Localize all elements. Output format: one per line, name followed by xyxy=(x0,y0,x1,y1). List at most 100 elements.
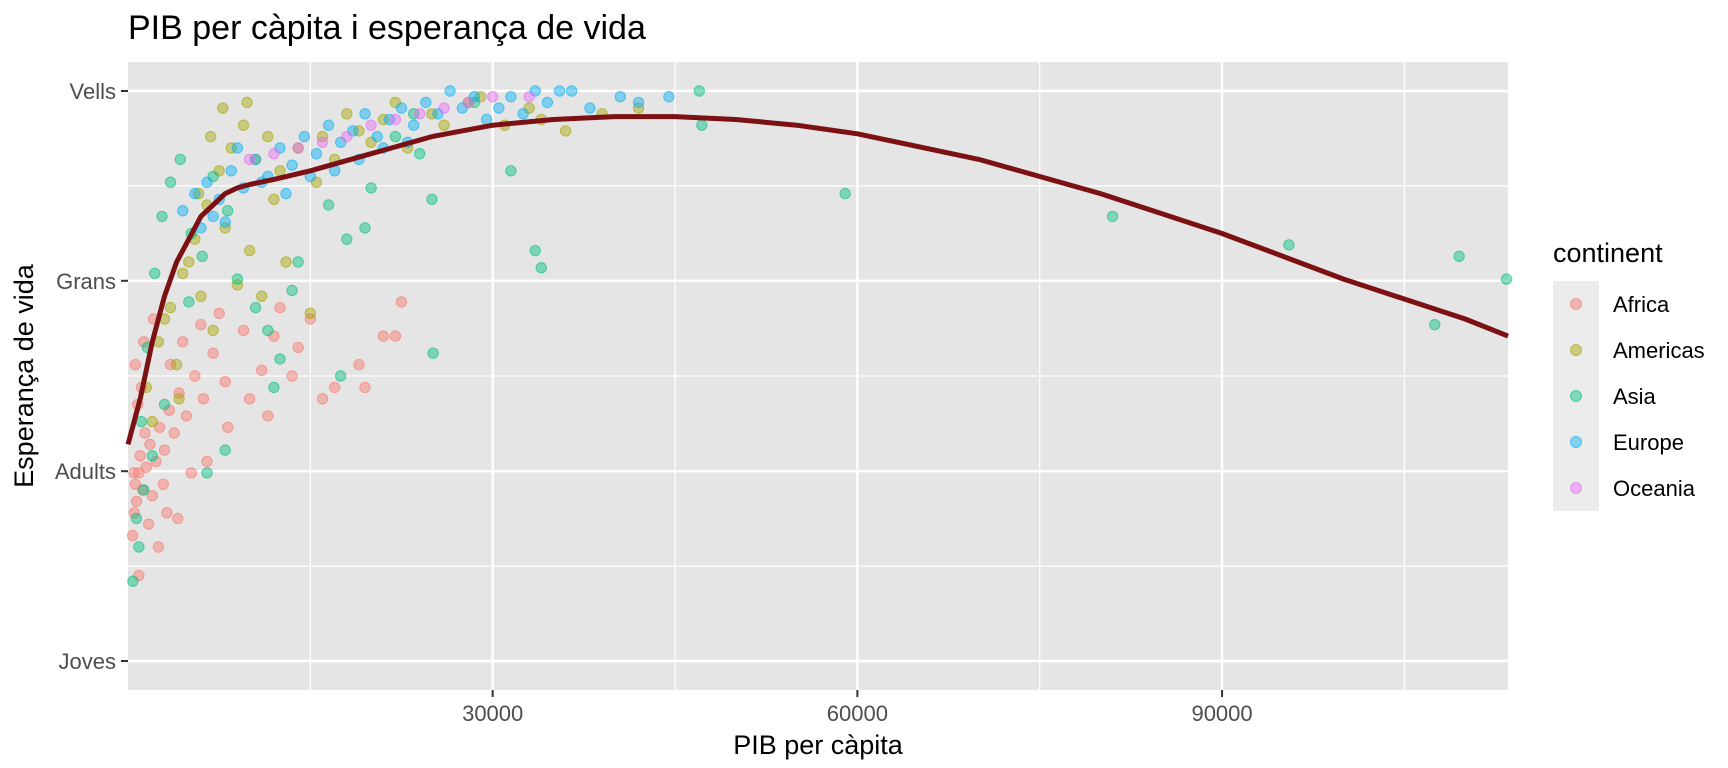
data-point-americas xyxy=(192,187,205,200)
data-point-europe xyxy=(493,102,505,114)
data-point-americas xyxy=(183,256,195,268)
data-point-asia xyxy=(231,273,244,285)
data-point-africa xyxy=(377,330,389,342)
data-point-africa xyxy=(189,370,201,382)
y-tick-label: Vells xyxy=(70,79,116,104)
data-point-africa xyxy=(286,370,298,382)
x-axis-title: PIB per càpita xyxy=(733,730,904,760)
x-axis: 30000 60000 90000 xyxy=(462,690,1253,726)
data-point-europe xyxy=(541,96,554,109)
data-point-europe xyxy=(456,102,468,114)
data-point-americas xyxy=(353,125,365,137)
data-point-asia xyxy=(219,444,231,456)
legend-label-africa: Africa xyxy=(1613,292,1670,317)
data-point-americas xyxy=(304,307,316,319)
data-point-europe xyxy=(310,148,323,160)
data-point-africa xyxy=(180,410,193,422)
data-point-europe xyxy=(632,96,645,109)
data-point-africa xyxy=(213,307,225,319)
data-point-oceania xyxy=(438,102,450,114)
legend-items: Africa Americas Asia Europe Oceania xyxy=(1570,292,1705,501)
data-point-asia xyxy=(274,353,286,365)
data-point-africa xyxy=(138,336,150,348)
data-point-africa xyxy=(140,461,152,473)
data-point-asia xyxy=(127,575,139,587)
data-point-asia xyxy=(1283,239,1295,251)
x-tick-label: 60000 xyxy=(827,701,888,726)
data-point-africa xyxy=(195,319,207,331)
data-point-americas xyxy=(262,130,274,143)
legend-key-asia xyxy=(1570,390,1582,402)
data-point-asia xyxy=(133,541,145,553)
data-point-asia xyxy=(268,381,280,394)
data-point-asia xyxy=(408,108,420,120)
data-point-americas xyxy=(365,136,377,149)
data-point-americas xyxy=(559,125,572,137)
data-point-africa xyxy=(292,341,304,354)
data-point-africa xyxy=(130,495,143,508)
y-axis: Joves Adults Grans Vells xyxy=(55,79,128,674)
data-point-americas xyxy=(173,393,185,405)
data-point-asia xyxy=(365,182,377,194)
data-point-africa xyxy=(161,507,173,519)
data-point-asia xyxy=(335,370,347,382)
data-point-europe xyxy=(189,187,201,200)
data-point-asia xyxy=(427,347,439,359)
data-point-africa xyxy=(243,393,256,405)
data-point-americas xyxy=(274,165,286,177)
data-point-asia xyxy=(359,222,371,234)
data-point-oceania xyxy=(316,136,329,149)
legend-key-africa xyxy=(1570,298,1582,310)
data-point-europe xyxy=(468,91,481,103)
data-point-europe xyxy=(505,91,517,103)
x-tick-label: 30000 xyxy=(462,701,523,726)
data-point-oceania xyxy=(243,153,256,166)
legend-label-americas: Americas xyxy=(1613,338,1705,363)
data-point-asia xyxy=(138,484,150,496)
data-point-americas xyxy=(474,91,487,103)
legend-label-asia: Asia xyxy=(1613,384,1657,409)
legend-key-background xyxy=(1553,281,1599,511)
data-point-europe xyxy=(614,91,626,103)
data-point-africa xyxy=(222,421,234,433)
data-point-americas xyxy=(341,108,353,120)
data-point-africa xyxy=(146,490,159,502)
data-point-asia xyxy=(222,205,234,217)
data-point-africa xyxy=(126,529,139,542)
data-point-africa xyxy=(150,455,162,468)
legend-key-americas xyxy=(1570,344,1582,356)
data-point-asia xyxy=(696,119,708,131)
data-point-africa xyxy=(304,313,316,325)
data-point-asia xyxy=(183,296,195,308)
y-axis-title: Esperança de vida xyxy=(9,263,39,488)
grid-major xyxy=(128,62,1508,690)
trend-line xyxy=(125,114,1509,446)
data-point-africa xyxy=(139,427,151,439)
data-point-asia xyxy=(468,96,481,109)
data-point-asia xyxy=(207,170,219,183)
data-point-asia xyxy=(201,467,213,479)
data-point-africa xyxy=(144,438,156,451)
data-point-asia xyxy=(535,262,547,274)
data-point-americas xyxy=(241,96,253,109)
data-point-europe xyxy=(231,142,244,154)
data-point-americas xyxy=(213,165,225,177)
data-point-europe xyxy=(408,119,420,131)
data-point-oceania xyxy=(292,142,304,154)
data-point-europe xyxy=(280,187,292,200)
data-point-africa xyxy=(157,478,170,490)
data-point-asia xyxy=(146,450,159,462)
y-tick-label: Grans xyxy=(56,269,116,294)
data-point-europe xyxy=(335,136,347,149)
data-point-asia xyxy=(196,250,208,262)
data-point-asia xyxy=(426,193,438,206)
data-point-americas xyxy=(426,108,438,120)
legend-title: continent xyxy=(1553,238,1663,268)
data-point-africa xyxy=(158,444,171,456)
data-point-europe xyxy=(219,216,231,228)
data-point-asia xyxy=(156,210,168,223)
data-point-africa xyxy=(177,336,189,348)
chart-title: PIB per càpita i esperança de vida xyxy=(128,9,646,47)
data-point-asia xyxy=(130,512,143,525)
data-point-europe xyxy=(359,108,371,120)
